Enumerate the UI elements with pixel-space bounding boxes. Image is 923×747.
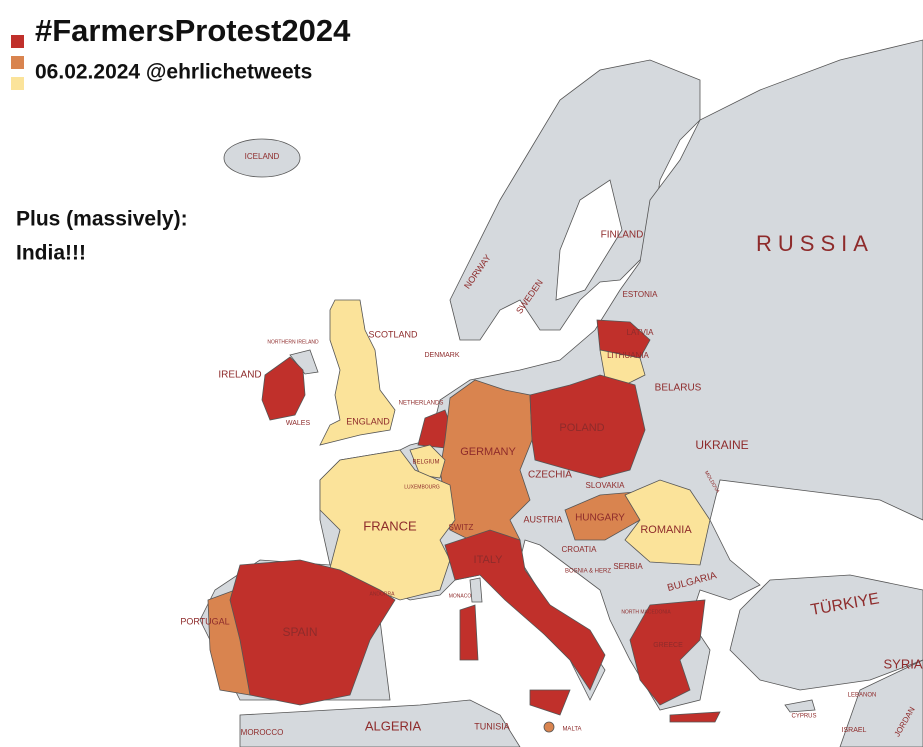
country-label: ISRAEL xyxy=(842,727,867,734)
country-shape xyxy=(439,379,533,541)
country-label: SWITZ xyxy=(449,523,474,532)
country-shape xyxy=(529,689,571,716)
country-label: NORTH MACEDONIA xyxy=(621,609,671,615)
country-label: BELARUS xyxy=(655,383,702,394)
country-label: FINLAND xyxy=(601,230,644,241)
country-label: ESTONIA xyxy=(623,290,659,299)
country-label: ENGLAND xyxy=(346,416,390,426)
country-label: NETHERLANDS xyxy=(399,401,444,407)
country-shape xyxy=(409,444,446,479)
country-label: CROATIA xyxy=(562,545,598,554)
country-label: ITALY xyxy=(474,554,504,566)
legend xyxy=(11,35,24,90)
country-label: GERMANY xyxy=(460,446,516,458)
country-shape xyxy=(596,319,651,359)
country-shape xyxy=(319,299,396,446)
country-shape xyxy=(529,374,646,479)
country-label: GREECE xyxy=(653,642,683,649)
country-label: MONACO xyxy=(449,593,472,599)
country-label: MALTA xyxy=(562,727,581,733)
countries xyxy=(207,299,721,733)
country-label: SCOTLAND xyxy=(368,329,418,339)
country-label: DENMARK xyxy=(424,352,459,359)
country-label: HUNGARY xyxy=(575,513,625,524)
country-label: MOROCCO xyxy=(241,728,284,737)
country-label: ANDORRA xyxy=(369,591,395,597)
note-line: India!!! xyxy=(16,242,86,265)
country-label: CZECHIA xyxy=(528,470,572,481)
country-shape xyxy=(319,449,456,601)
title: #FarmersProtest2024 xyxy=(35,13,351,48)
country-shape xyxy=(669,711,721,723)
country-label: BOSNIA & HERZ xyxy=(565,569,611,575)
country-label: NORTHERN IRELAND xyxy=(267,339,319,345)
country-shape xyxy=(459,604,479,661)
country-label: LATVIA xyxy=(627,328,655,337)
country-label: BELGIUM xyxy=(412,460,439,466)
country-shape xyxy=(543,721,555,733)
land xyxy=(839,659,923,747)
country-label: PORTUGAL xyxy=(180,616,229,626)
country-label: UKRAINE xyxy=(695,438,748,452)
country-shape xyxy=(599,349,646,386)
country-label: LITHUANIA xyxy=(607,351,649,360)
country-label: TUNISIA xyxy=(474,721,510,731)
land xyxy=(239,699,521,747)
country-label: AUSTRIA xyxy=(523,514,562,524)
country-shape xyxy=(229,559,396,706)
country-label: IRELAND xyxy=(218,370,261,381)
country-label: LUXEMBOURG xyxy=(404,484,440,490)
land xyxy=(469,577,483,603)
country-label: FRANCE xyxy=(363,518,417,533)
subtitle: 06.02.2024 @ehrlichetweets xyxy=(35,61,312,84)
note-line: Plus (massively): xyxy=(16,208,188,231)
country-label: LEBANON xyxy=(848,693,877,699)
country-label: SYRIA xyxy=(883,656,922,671)
legend-swatch xyxy=(11,35,24,48)
country-shape xyxy=(444,529,606,691)
land xyxy=(729,574,923,691)
country-shape xyxy=(624,479,711,566)
country-label: SLOVAKIA xyxy=(586,481,626,490)
country-label: ICELAND xyxy=(245,152,280,161)
country-label: POLAND xyxy=(559,422,604,434)
country-label: WALES xyxy=(286,420,311,427)
land xyxy=(449,59,701,341)
country-label: CYPRUS xyxy=(791,714,816,720)
country-label: SERBIA xyxy=(613,562,643,571)
country-label: SPAIN xyxy=(282,625,317,639)
country-label: ROMANIA xyxy=(640,524,692,536)
country-label: RUSSIA xyxy=(756,231,874,256)
legend-swatch xyxy=(11,77,24,90)
land xyxy=(223,138,301,178)
land xyxy=(784,699,816,713)
country-shape xyxy=(261,356,306,421)
country-label: ALGERIA xyxy=(365,718,422,733)
country-shape xyxy=(629,599,706,706)
legend-swatch xyxy=(11,56,24,69)
sea xyxy=(555,179,623,301)
